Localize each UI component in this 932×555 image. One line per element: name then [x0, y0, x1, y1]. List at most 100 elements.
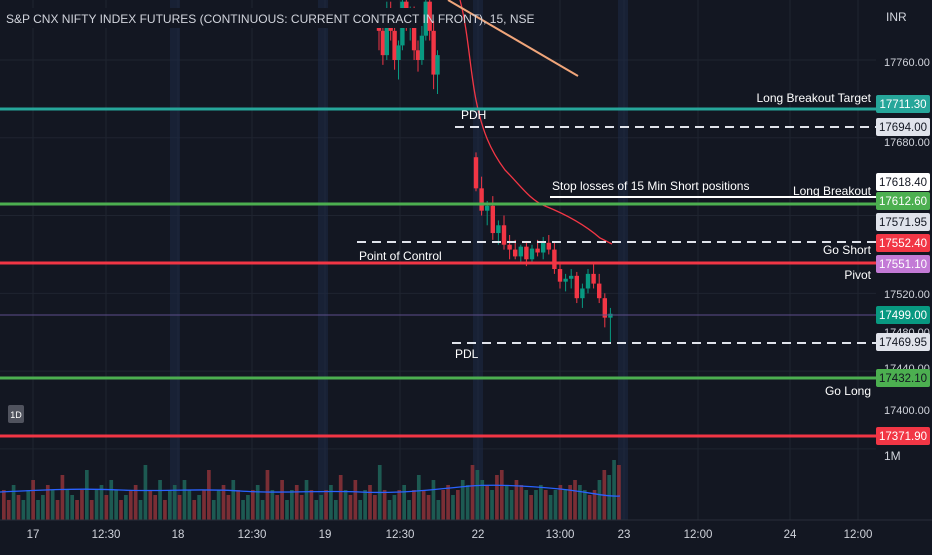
price-axis-label: 17400.00	[884, 405, 930, 417]
volume-bar	[285, 500, 289, 520]
volume-layer	[2, 460, 621, 520]
price-axis-label: 17680.00	[884, 137, 930, 149]
volume-bar	[104, 495, 109, 520]
price-tag	[876, 213, 930, 231]
candle-body	[384, 16, 389, 56]
time-axis-label: 22	[472, 529, 485, 541]
candle-body	[608, 313, 613, 318]
candle-body	[580, 288, 585, 299]
price-tag-label: 17571.95	[879, 217, 927, 229]
volume-bar	[250, 490, 255, 520]
candle-body	[574, 275, 579, 299]
volume-bar	[265, 470, 270, 520]
volume-bar	[260, 500, 265, 520]
point-of-control-label: Point of Control	[359, 249, 442, 263]
price-tag	[876, 234, 930, 252]
volume-bar	[451, 495, 455, 520]
candle-body	[392, 30, 397, 60]
interval-badge-label: 1D	[10, 410, 22, 420]
volume-bar	[582, 490, 587, 520]
volume-bar	[329, 485, 333, 520]
volume-bar	[436, 500, 441, 520]
volume-bar	[11, 485, 16, 520]
volume-bar	[431, 480, 436, 520]
candle-body	[552, 249, 557, 270]
volume-bar	[304, 480, 309, 520]
volume-bar	[353, 480, 358, 520]
volume-bar	[21, 500, 26, 520]
vwap-line	[459, 0, 613, 245]
time-axis-label: 12:30	[92, 529, 121, 541]
candle-body	[557, 269, 563, 282]
volume-bar	[504, 485, 509, 520]
volume-bar	[99, 485, 104, 520]
volume-bar	[192, 500, 197, 520]
volume-bar	[392, 495, 397, 520]
candle-body	[585, 273, 591, 289]
volume-bar	[114, 490, 118, 520]
volume-bar	[241, 500, 245, 520]
candle-body	[535, 248, 540, 253]
volume-bar	[485, 485, 489, 520]
volume-bar	[216, 490, 221, 520]
volume-bar	[128, 490, 133, 520]
volume-bar	[563, 490, 568, 520]
interval-badge[interactable]: 1D	[8, 405, 24, 423]
price-tag	[876, 255, 930, 273]
time-axis-label: 23	[618, 529, 631, 541]
volume-bar	[70, 495, 75, 520]
time-axis[interactable]: 17 12:30 18 12:30 19 12:30 22 13:00 23 12:00 24 12:…	[0, 519, 932, 550]
volume-bar	[607, 475, 612, 520]
chart-title: S&P CNX NIFTY INDEX FUTURES (CONTINUOUS:…	[6, 12, 535, 26]
volume-bar	[475, 470, 480, 520]
volume-bar	[119, 500, 123, 520]
time-axis-label: 19	[319, 529, 332, 541]
volume-bar	[578, 485, 582, 520]
price-tag	[876, 173, 930, 191]
volume-bar	[402, 485, 406, 520]
price-tag-label: 17371.90	[879, 431, 927, 443]
volume-bar	[236, 490, 241, 520]
volume-bar	[197, 495, 201, 520]
candle-body	[501, 225, 507, 245]
volume-bar	[333, 500, 338, 520]
volume-bar	[499, 470, 504, 520]
volume-bar	[397, 490, 402, 520]
long-breakout-target-label: Long Breakout Target	[756, 91, 871, 105]
volume-bar	[41, 495, 45, 520]
pivot-label: Pivot	[844, 268, 871, 282]
price-axis-label: 17760.00	[884, 57, 930, 69]
volume-bar	[45, 485, 50, 520]
time-axis-label: 13:00	[546, 529, 575, 541]
go-short-label: Go Short	[823, 243, 872, 257]
volume-scale-label: 1M	[884, 449, 901, 463]
volume-bar	[358, 500, 363, 520]
candle-body	[423, 1, 428, 36]
price-tag-label: 17694.00	[879, 122, 927, 134]
volume-bar	[421, 490, 426, 520]
volume-bar	[363, 490, 367, 520]
time-labels: 17 12:30 18 12:30 19 12:30 22 13:00 23 12:00 24 12:…	[27, 529, 873, 541]
volume-bar	[465, 485, 470, 520]
time-axis-label: 12:00	[684, 529, 713, 541]
candle-body	[411, 11, 417, 51]
volume-bar	[543, 490, 548, 520]
candle-body	[415, 50, 421, 60]
volume-bar	[75, 500, 79, 520]
price-tag-label: 17432.10	[879, 373, 927, 385]
volume-bar	[50, 490, 55, 520]
volume-bar	[382, 490, 387, 520]
volume-bar	[80, 490, 84, 520]
candle-body	[541, 242, 546, 253]
volume-bar	[319, 495, 324, 520]
volume-bar	[373, 495, 377, 520]
candle-body	[396, 45, 401, 60]
time-axis-label: 12:00	[844, 529, 873, 541]
volume-bar	[138, 500, 143, 520]
volume-bar	[167, 490, 172, 520]
volume-bar	[324, 490, 328, 520]
candle-body	[496, 225, 501, 234]
